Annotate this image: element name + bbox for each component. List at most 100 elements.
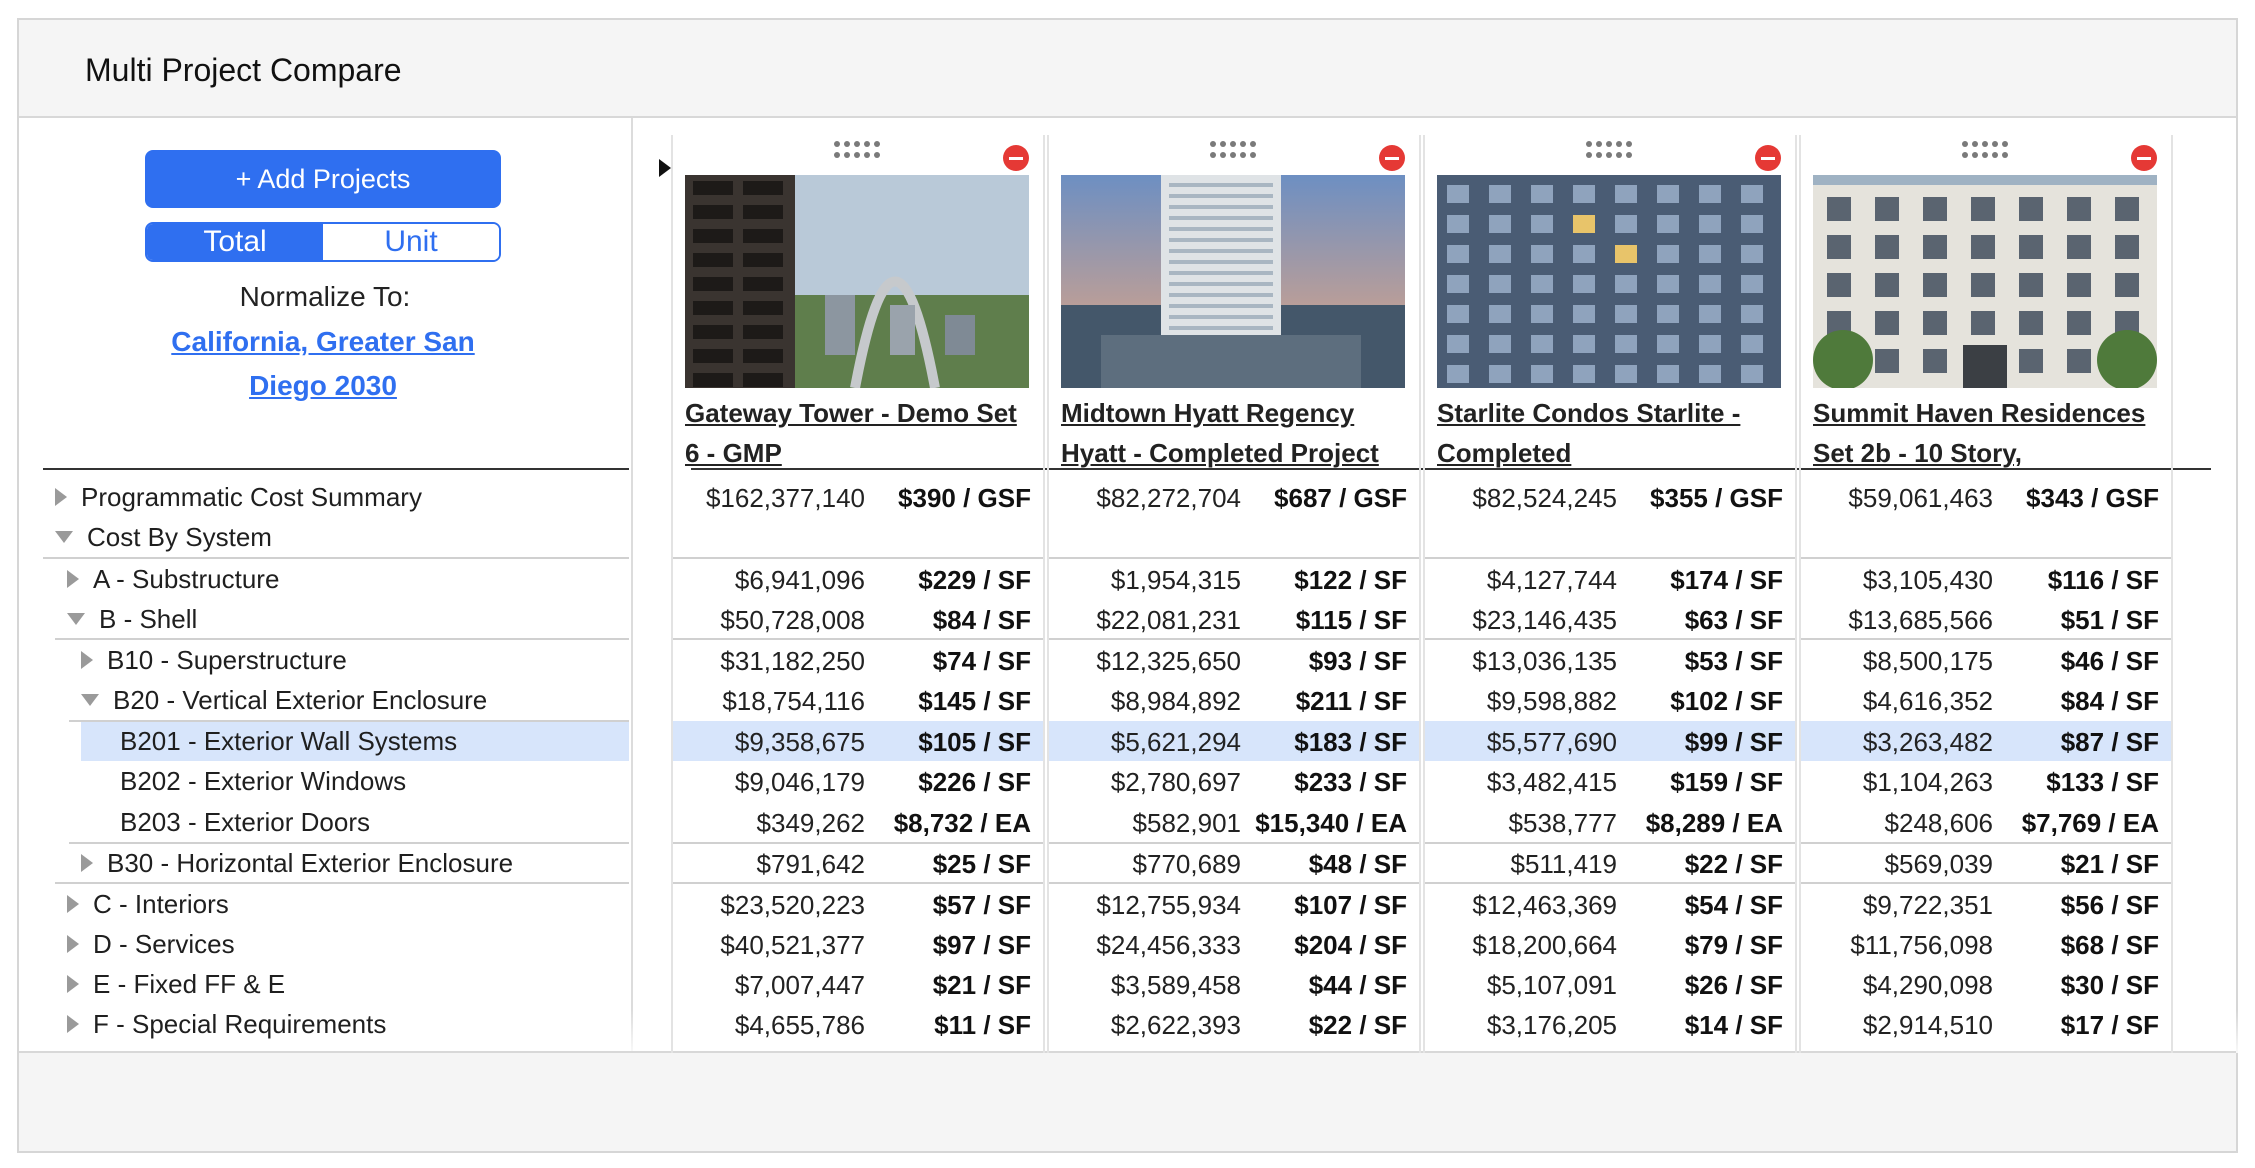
toggle-total[interactable]: Total bbox=[147, 224, 323, 260]
project-column: Gateway Tower - Demo Set 6 - GMP $162,377… bbox=[671, 135, 1045, 1053]
drag-handle-icon[interactable] bbox=[1586, 141, 1634, 159]
remove-project-icon[interactable] bbox=[1003, 145, 1029, 171]
expand-arrow-icon[interactable] bbox=[67, 935, 79, 953]
collapse-arrow-icon[interactable] bbox=[81, 694, 99, 706]
tree-row-label: B - Shell bbox=[99, 603, 198, 634]
tree-row-cost-by-system[interactable]: Cost By System bbox=[55, 517, 272, 557]
tree-row-label: B201 - Exterior Wall Systems bbox=[120, 725, 458, 756]
cost-row: $2,780,697 $233 / SF bbox=[1049, 761, 1419, 801]
tree-row-f-special-requirements[interactable]: F - Special Requirements bbox=[67, 1004, 386, 1044]
unit-cost: $211 / SF bbox=[1295, 686, 1407, 716]
total-unit-toggle: Total Unit bbox=[145, 222, 501, 262]
cost-row: $9,358,675 $105 / SF bbox=[673, 721, 1043, 761]
project-name-link[interactable]: Starlite Condos Starlite - Completed bbox=[1437, 398, 1741, 468]
drag-handle-icon[interactable] bbox=[1210, 141, 1258, 159]
grid-divider bbox=[1801, 882, 2171, 884]
unit-cost: $51 / SF bbox=[2060, 605, 2159, 635]
cost-row: $12,463,369 $54 / SF bbox=[1425, 884, 1795, 924]
cost-row: $5,577,690 $99 / SF bbox=[1425, 721, 1795, 761]
tree-divider bbox=[55, 638, 629, 640]
unit-cost: $233 / SF bbox=[1294, 767, 1407, 797]
grid-divider bbox=[1801, 842, 2171, 844]
tree-row-b10-superstructure[interactable]: B10 - Superstructure bbox=[81, 640, 347, 680]
tree-row-b203-exterior-doors[interactable]: B203 - Exterior Doors bbox=[94, 802, 370, 842]
unit-cost: $204 / SF bbox=[1294, 930, 1407, 960]
total-cost: $538,777 bbox=[1508, 808, 1617, 838]
footer-bar bbox=[19, 1051, 2236, 1151]
total-cost: $31,182,250 bbox=[720, 646, 865, 676]
tree-row-b202-exterior-windows[interactable]: B202 - Exterior Windows bbox=[94, 761, 406, 801]
total-cost: $1,954,315 bbox=[1110, 565, 1241, 595]
unit-cost: $229 / SF bbox=[918, 565, 1031, 595]
expand-arrow-icon[interactable] bbox=[67, 975, 79, 993]
project-name-link[interactable]: Summit Haven Residences Set 2b - 10 Stor… bbox=[1813, 398, 2146, 468]
row-selected-highlight bbox=[1049, 721, 1419, 761]
drag-handle-icon[interactable] bbox=[1962, 141, 2010, 159]
total-cost: $9,358,675 bbox=[734, 727, 865, 757]
unit-cost: $25 / SF bbox=[932, 849, 1031, 879]
tree-row-b30-horizontal-exterior-enclosure[interactable]: B30 - Horizontal Exterior Enclosure bbox=[81, 843, 513, 883]
unit-cost: $57 / SF bbox=[932, 890, 1031, 920]
cost-row: $8,500,175 $46 / SF bbox=[1801, 640, 2171, 680]
cost-row: $582,901 $15,340 / EA bbox=[1049, 802, 1419, 842]
tree-row-selected-highlight bbox=[81, 721, 629, 761]
project-photo bbox=[1437, 175, 1781, 388]
collapse-arrow-icon[interactable] bbox=[55, 531, 73, 543]
grid-divider bbox=[673, 557, 1043, 559]
tree-row-b201-exterior-wall-systems[interactable]: B201 - Exterior Wall Systems bbox=[94, 721, 457, 761]
unit-cost: $11 / SF bbox=[934, 1010, 1031, 1040]
unit-cost: $17 / SF bbox=[2060, 1010, 2159, 1040]
cost-row: $248,606 $7,769 / EA bbox=[1801, 802, 2171, 842]
remove-project-icon[interactable] bbox=[1379, 145, 1405, 171]
expand-arrow-icon[interactable] bbox=[81, 651, 93, 669]
tree-row-label: B203 - Exterior Doors bbox=[120, 806, 370, 837]
cost-row: $3,482,415 $159 / SF bbox=[1425, 761, 1795, 801]
tree-row-label: F - Special Requirements bbox=[93, 1008, 387, 1039]
drag-handle-icon[interactable] bbox=[834, 141, 882, 159]
expand-arrow-icon[interactable] bbox=[55, 488, 67, 506]
total-cost: $24,456,333 bbox=[1096, 930, 1241, 960]
total-cost: $82,272,704 bbox=[1096, 483, 1241, 513]
expand-arrow-icon[interactable] bbox=[67, 895, 79, 913]
tree-row-e-fixed-ff-e[interactable]: E - Fixed FF & E bbox=[67, 964, 285, 1004]
toggle-unit[interactable]: Unit bbox=[323, 224, 499, 260]
total-cost: $13,685,566 bbox=[1848, 605, 1993, 635]
cost-row: $9,722,351 $56 / SF bbox=[1801, 884, 2171, 924]
tree-row-c-interiors[interactable]: C - Interiors bbox=[67, 884, 229, 924]
unit-cost: $22 / SF bbox=[1308, 1010, 1407, 1040]
tree-row-programmatic-cost-summary[interactable]: Programmatic Cost Summary bbox=[55, 477, 422, 517]
total-cost: $3,105,430 bbox=[1862, 565, 1993, 595]
collapse-arrow-icon[interactable] bbox=[67, 613, 85, 625]
unit-cost: $8,732 / EA bbox=[893, 808, 1031, 838]
expand-arrow-icon[interactable] bbox=[67, 1015, 79, 1033]
tree-row-a-substructure[interactable]: A - Substructure bbox=[67, 559, 279, 599]
remove-project-icon[interactable] bbox=[2131, 145, 2157, 171]
expand-arrow-icon[interactable] bbox=[67, 570, 79, 588]
cost-row: $18,200,664 $79 / SF bbox=[1425, 924, 1795, 964]
grid-divider bbox=[1801, 557, 2171, 559]
grid-divider bbox=[1049, 882, 1419, 884]
tree-row-b-shell[interactable]: B - Shell bbox=[67, 599, 197, 639]
project-name-link[interactable]: Midtown Hyatt Regency Hyatt - Completed … bbox=[1061, 398, 1379, 468]
total-cost: $9,046,179 bbox=[734, 767, 865, 797]
cost-row: $12,755,934 $107 / SF bbox=[1049, 884, 1419, 924]
unit-cost: $390 / GSF bbox=[898, 483, 1031, 513]
row-selected-highlight bbox=[673, 721, 1043, 761]
expand-arrow-icon[interactable] bbox=[81, 854, 93, 872]
tree-row-d-services[interactable]: D - Services bbox=[67, 924, 235, 964]
tree-row-b20-vertical-exterior-enclosure[interactable]: B20 - Vertical Exterior Enclosure bbox=[81, 680, 487, 720]
tree-row-label: Cost By System bbox=[87, 521, 272, 552]
grid-divider bbox=[673, 638, 1043, 640]
cost-row: $349,262 $8,732 / EA bbox=[673, 802, 1043, 842]
unit-cost: $97 / SF bbox=[932, 930, 1031, 960]
add-projects-button[interactable]: + Add Projects bbox=[145, 150, 501, 208]
normalize-location-link[interactable]: California, Greater San Diego 2030 bbox=[171, 326, 475, 401]
expand-panel-arrow-icon[interactable] bbox=[659, 159, 671, 177]
tree-divider bbox=[69, 720, 629, 722]
cost-row: $3,263,482 $87 / SF bbox=[1801, 721, 2171, 761]
compare-window: Multi Project Compare + Add Projects Tot… bbox=[17, 18, 2240, 1153]
remove-project-icon[interactable] bbox=[1755, 145, 1781, 171]
cost-row: $1,954,315 $122 / SF bbox=[1049, 559, 1419, 599]
project-name-link[interactable]: Gateway Tower - Demo Set 6 - GMP bbox=[685, 398, 1017, 468]
total-cost: $9,722,351 bbox=[1862, 890, 1993, 920]
